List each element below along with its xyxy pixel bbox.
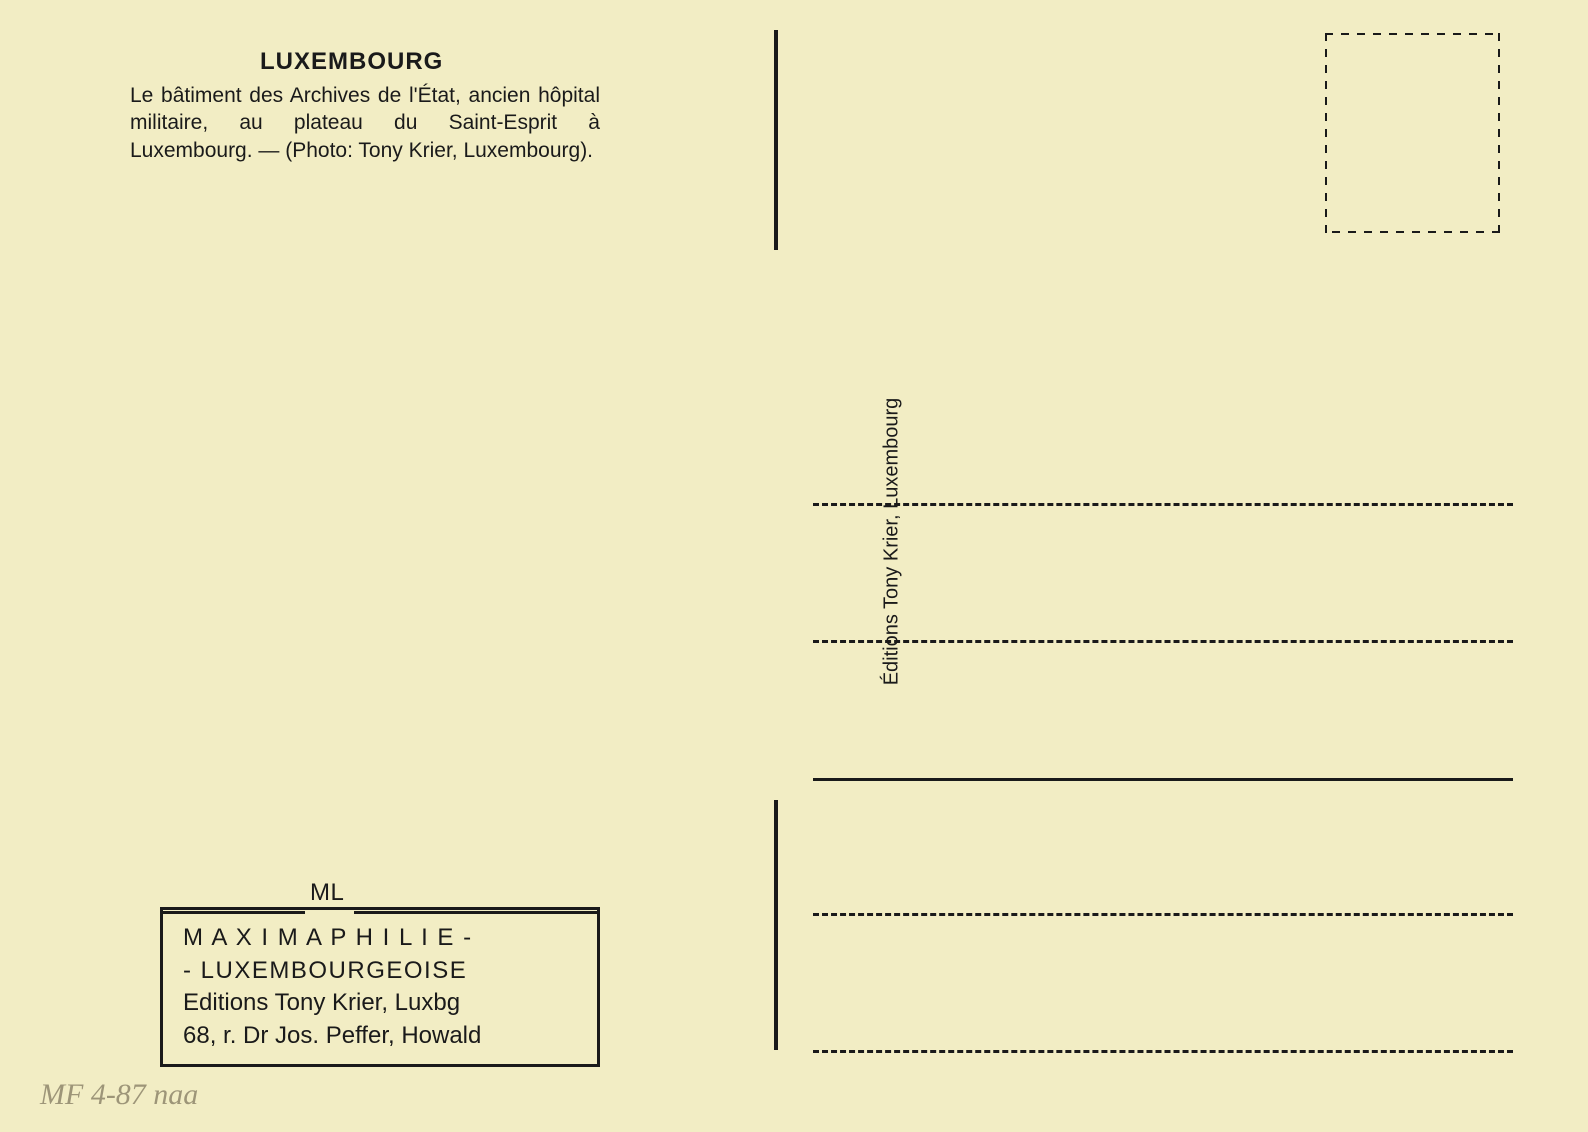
vertical-divider-bottom [774,800,778,1050]
address-line-3 [813,778,1513,781]
postcard-title: LUXEMBOURG [260,48,443,76]
postcard-description: Le bâtiment des Archives de l'État, anci… [130,82,600,164]
address-line-2 [813,640,1513,643]
address-line-4 [813,913,1513,916]
publisher-info-box: M A X I M A P H I L I E - - LUXEMBOURGEO… [160,907,600,1067]
handwritten-annotation: MF 4-87 naa [40,1078,198,1112]
address-line-1 [813,503,1513,506]
postcard-back: LUXEMBOURG Le bâtiment des Archives de l… [0,0,1588,1132]
publisher-line-3: Editions Tony Krier, Luxbg [183,987,577,1019]
ml-label: ML [310,879,344,907]
address-line-5 [813,1050,1513,1053]
publisher-line-2: - LUXEMBOURGEOISE [183,955,577,987]
vertical-divider-top [774,30,778,250]
publisher-line-4: 68, r. Dr Jos. Peffer, Howald [183,1020,577,1052]
publisher-line-1: M A X I M A P H I L I E - [183,922,577,954]
stamp-placeholder-box [1325,33,1500,233]
